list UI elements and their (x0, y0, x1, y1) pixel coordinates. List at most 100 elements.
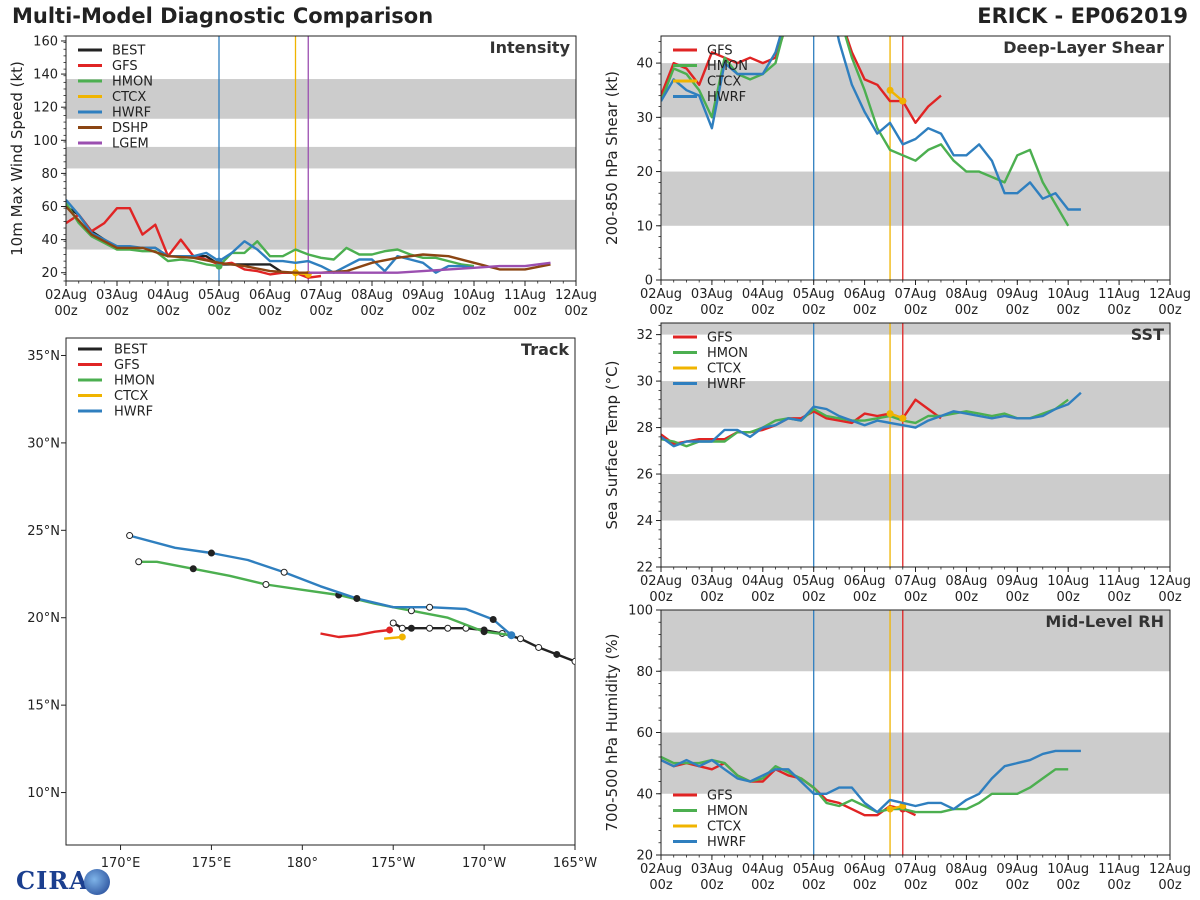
sst-point-ctcx (899, 414, 907, 422)
intensity-xtick-sublabel: 00z (411, 304, 435, 319)
intensity-xtick-label: 09Aug (402, 288, 444, 303)
rh-ylabel: 700-500 hPa Humidity (%) (603, 633, 621, 831)
track-panel: 170°E 175°E 180° 175°W 170°W 165°W 10°N 15°N 20°… (27, 337, 597, 871)
sst-xtick-sublabel: 00z (1006, 590, 1030, 605)
rh-xtick-label: 07Aug (895, 862, 937, 877)
intensity-ytick-label: 80 (41, 167, 58, 182)
shear-legend-label-gfs: GFS (707, 44, 733, 59)
track-xtick-label: 170°W (462, 856, 506, 871)
rh-series-hmon (661, 755, 1069, 814)
sst-shaded-band (661, 381, 1170, 428)
sst-xtick-label: 04Aug (742, 574, 784, 589)
intensity-xtick-label: 06Aug (249, 288, 291, 303)
sst-shaded-band (661, 474, 1170, 521)
shear-point-ctcx (899, 97, 907, 105)
intensity-shaded-band (66, 146, 576, 169)
rh-xtick-label: 11Aug (1098, 862, 1140, 877)
sst-point-ctcx (886, 410, 894, 418)
intensity-xtick-label: 05Aug (198, 288, 240, 303)
intensity-ytick-label: 140 (33, 68, 58, 83)
sst-xtick-label: 05Aug (793, 574, 835, 589)
track-point-hmon (480, 628, 488, 636)
intensity-ytick-label: 40 (41, 233, 58, 248)
sst-title: SST (1131, 325, 1164, 344)
rh-xtick-label: 04Aug (742, 862, 784, 877)
intensity-xtick-label: 04Aug (147, 288, 189, 303)
rh-xtick-label: 08Aug (945, 862, 987, 877)
intensity-panel: 2040608010012014016002Aug00z03Aug00z04Au… (8, 34, 597, 319)
shear-title: Deep-Layer Shear (1003, 38, 1164, 57)
sst-xtick-sublabel: 00z (853, 590, 877, 605)
track-point-best (516, 635, 524, 643)
rh-legend-label-gfs: GFS (707, 789, 733, 804)
track-point-hwrf (353, 594, 361, 602)
sst-xtick-label: 06Aug (844, 574, 886, 589)
track-ytick-label: 10°N (27, 786, 60, 801)
shear-panel: 01020304002Aug00z03Aug00z04Aug00z05Aug00… (603, 35, 1191, 318)
sst-xtick-sublabel: 00z (700, 590, 724, 605)
intensity-ytick-label: 20 (41, 266, 58, 281)
sst-xtick-label: 02Aug (640, 574, 682, 589)
intensity-ytick-label: 160 (33, 34, 58, 49)
rh-xtick-label: 12Aug (1149, 862, 1191, 877)
intensity-title: Intensity (490, 38, 571, 57)
intensity-point-hmon (215, 262, 223, 270)
shear-xtick-label: 09Aug (996, 287, 1038, 302)
track-xtick-label: 180° (287, 856, 318, 871)
intensity-legend-label-best: BEST (112, 44, 145, 59)
track-series-gfs (320, 628, 390, 639)
rh-panel: 2040608010002Aug00z03Aug00z04Aug00z05Aug… (603, 604, 1191, 894)
track-point-hmon (189, 565, 197, 573)
sst-series-hmon (661, 398, 1069, 448)
rh-series-hwrf (661, 749, 1081, 814)
rh-legend-label-hmon: HMON (707, 804, 748, 819)
sst-xtick-sublabel: 00z (1057, 590, 1081, 605)
shear-xtick-sublabel: 00z (1107, 303, 1131, 318)
shear-xtick-sublabel: 00z (751, 303, 775, 318)
page-title: Multi-Model Diagnostic Comparison (12, 4, 434, 28)
sst-panel: 22242628303202Aug00z03Aug00z04Aug00z05Au… (603, 322, 1191, 605)
rh-legend-label-hwrf: HWRF (707, 835, 746, 850)
rh-xtick-sublabel: 00z (802, 878, 826, 893)
shear-ytick-label: 20 (636, 165, 653, 180)
sst-xtick-sublabel: 00z (1158, 590, 1182, 605)
rh-xtick-sublabel: 00z (700, 878, 724, 893)
track-legend-label-hwrf: HWRF (114, 405, 153, 420)
rh-xtick-sublabel: 00z (955, 878, 979, 893)
track-series-group (126, 532, 575, 665)
track-point-best (571, 657, 575, 665)
sst-ytick-label: 30 (636, 375, 653, 390)
track-point-best (426, 624, 434, 632)
shear-ylabel: 200-850 hPa Shear (kt) (603, 71, 621, 245)
intensity-legend-label-lgem: LGEM (112, 137, 149, 152)
storm-id: ERICK - EP062019 (977, 4, 1188, 28)
track-ytick-label: 25°N (27, 524, 60, 539)
intensity-xtick-label: 02Aug (45, 288, 87, 303)
track-point-hmon (262, 581, 270, 589)
track-xtick-label: 170°E (101, 856, 141, 871)
shear-xtick-sublabel: 00z (1158, 303, 1182, 318)
track-point-hwrf (280, 568, 288, 576)
rh-xtick-sublabel: 00z (853, 878, 877, 893)
shear-xtick-sublabel: 00z (1057, 303, 1081, 318)
shear-ytick-label: 30 (636, 111, 653, 126)
intensity-legend-label-ctcx: CTCX (112, 90, 146, 105)
rh-title: Mid-Level RH (1045, 612, 1164, 631)
rh-ytick-label: 80 (636, 665, 653, 680)
track-ytick-label: 35°N (27, 349, 60, 364)
intensity-shaded-band (66, 79, 576, 119)
shear-series-group (661, 36, 1081, 227)
sst-ytick-label: 32 (636, 328, 653, 343)
shear-shaded-band (661, 171, 1170, 226)
intensity-xtick-sublabel: 00z (564, 304, 588, 319)
shear-xtick-label: 04Aug (742, 287, 784, 302)
sst-xtick-sublabel: 00z (1107, 590, 1131, 605)
track-point-hwrf (207, 549, 215, 557)
track-xtick-label: 165°W (553, 856, 597, 871)
intensity-legend-label-hmon: HMON (112, 75, 153, 90)
shear-xtick-label: 07Aug (895, 287, 937, 302)
rh-shaded-band (661, 732, 1170, 794)
shear-legend-label-hwrf: HWRF (707, 90, 746, 105)
